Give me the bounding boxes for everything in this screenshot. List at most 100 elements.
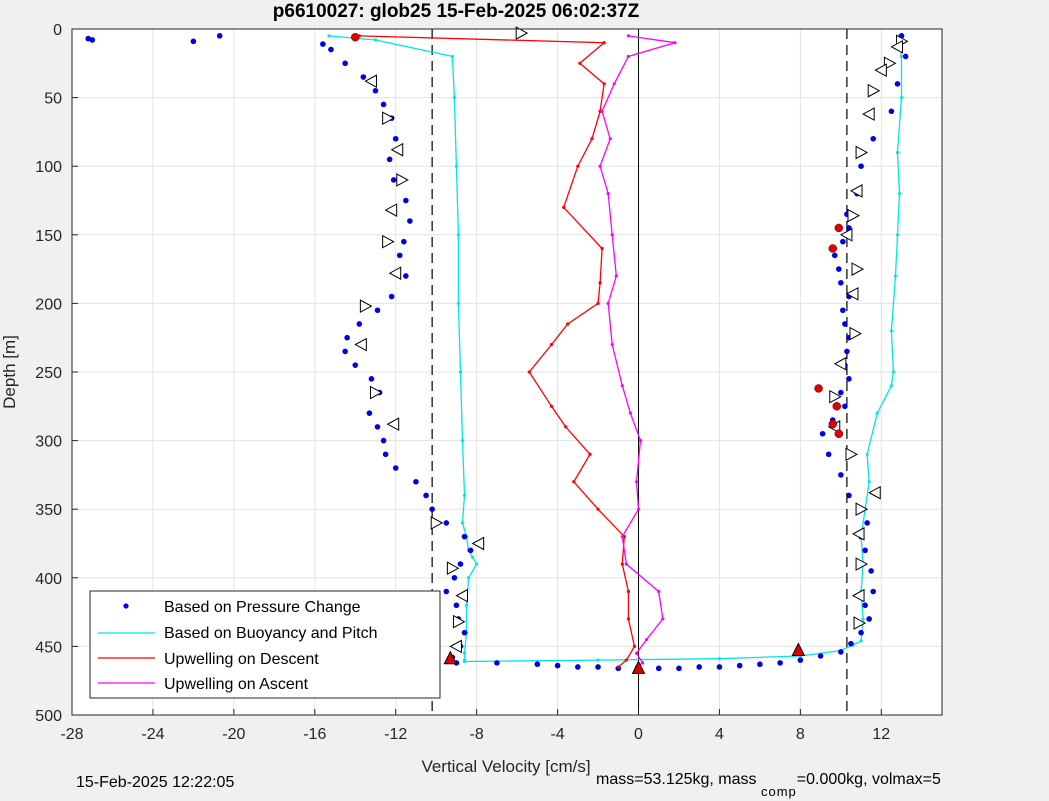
open-triangle-marker bbox=[874, 63, 887, 78]
data-point bbox=[840, 238, 846, 245]
series-point bbox=[891, 370, 896, 374]
legend-label-pressure: Based on Pressure Change bbox=[164, 599, 361, 616]
series-point bbox=[645, 637, 649, 642]
data-point bbox=[403, 273, 409, 279]
data-point bbox=[736, 662, 743, 669]
series-point bbox=[456, 233, 461, 237]
x-tick-label: -20 bbox=[222, 726, 245, 743]
footer-mass-subscript: comp bbox=[760, 784, 797, 799]
series-point bbox=[634, 480, 639, 484]
series-point bbox=[899, 96, 904, 100]
series-point bbox=[717, 657, 722, 661]
series-point bbox=[462, 659, 467, 664]
data-point bbox=[467, 547, 474, 554]
series-point bbox=[598, 281, 602, 285]
series-point bbox=[626, 589, 630, 594]
y-tick-label: 400 bbox=[35, 571, 62, 588]
data-point bbox=[848, 640, 854, 647]
series-point bbox=[895, 150, 900, 155]
open-triangle-marker bbox=[388, 266, 402, 281]
series-point bbox=[867, 480, 871, 484]
data-point bbox=[858, 629, 864, 636]
legend-label-buoyancy: Based on Buoyancy and Pitch bbox=[164, 625, 377, 642]
legend: Based on Pressure Change Based on Buoyan… bbox=[89, 590, 441, 699]
data-point bbox=[342, 348, 348, 355]
series-point bbox=[638, 439, 643, 443]
data-point bbox=[494, 660, 500, 666]
open-triangle-marker bbox=[455, 588, 468, 603]
data-point bbox=[368, 376, 375, 382]
data-point bbox=[190, 38, 197, 45]
series-point bbox=[562, 205, 566, 209]
y-tick-label: 300 bbox=[35, 434, 62, 451]
x-tick-label: -24 bbox=[141, 726, 164, 743]
open-triangle-marker bbox=[386, 417, 400, 431]
data-point bbox=[554, 662, 561, 669]
series-point bbox=[626, 34, 630, 38]
data-point bbox=[676, 665, 682, 672]
red-dot-marker bbox=[814, 384, 823, 393]
data-point bbox=[864, 520, 870, 526]
series-point bbox=[602, 41, 606, 45]
red-dot-marker bbox=[351, 32, 360, 42]
open-triangle-marker bbox=[354, 337, 367, 352]
series-point bbox=[626, 617, 630, 621]
data-point bbox=[842, 403, 848, 410]
markers-layer bbox=[351, 26, 909, 674]
open-triangle-marker bbox=[364, 74, 377, 88]
data-point bbox=[862, 602, 868, 609]
series-point bbox=[889, 329, 894, 333]
x-tick-label: -12 bbox=[384, 726, 407, 743]
red-dot-marker bbox=[834, 429, 844, 438]
y-tick-labels: 0 50 100 150 200 250 300 350 400 450 500 bbox=[35, 22, 78, 725]
series-point bbox=[616, 665, 620, 669]
data-point bbox=[817, 653, 824, 659]
series-point bbox=[466, 576, 471, 580]
data-point bbox=[443, 588, 450, 595]
data-point bbox=[797, 657, 804, 663]
data-point bbox=[443, 520, 450, 526]
series-point bbox=[373, 38, 378, 42]
data-point bbox=[372, 87, 379, 94]
data-point bbox=[858, 163, 864, 169]
open-triangle-marker bbox=[382, 111, 395, 126]
series-point bbox=[606, 192, 610, 196]
data-point bbox=[836, 266, 842, 272]
data-point bbox=[888, 108, 895, 115]
open-triangle-marker bbox=[855, 502, 869, 517]
red-triangle-marker bbox=[791, 642, 806, 657]
series-point bbox=[458, 370, 463, 374]
red-dot-marker bbox=[828, 419, 837, 429]
open-triangle-marker bbox=[384, 203, 398, 217]
data-point bbox=[429, 506, 435, 512]
series-point bbox=[471, 555, 475, 559]
open-triangle-marker bbox=[845, 447, 858, 462]
series-point bbox=[462, 651, 467, 655]
data-point bbox=[846, 376, 852, 382]
series-point bbox=[657, 589, 661, 594]
y-tick-label: 100 bbox=[35, 159, 62, 176]
x-tick-label: -4 bbox=[550, 726, 564, 743]
series-point bbox=[549, 342, 554, 347]
series-point bbox=[889, 384, 894, 388]
series-upwelling-on-descent bbox=[357, 34, 637, 669]
x-tick-label: 12 bbox=[872, 726, 890, 743]
y-tick-label: 350 bbox=[35, 502, 62, 519]
open-triangle-marker bbox=[855, 557, 869, 571]
data-point bbox=[457, 561, 464, 567]
footer-mass-text: mass=53.125kg, mass bbox=[596, 771, 757, 788]
open-triangle-marker bbox=[359, 299, 373, 313]
legend-label-ascent: Upwelling on Ascent bbox=[164, 676, 309, 693]
red-dot-marker bbox=[828, 244, 837, 253]
data-point bbox=[328, 46, 334, 53]
open-triangle-marker bbox=[853, 616, 867, 630]
x-axis-label: Vertical Velocity [cm/s] bbox=[421, 757, 590, 776]
y-tick-label: 50 bbox=[44, 91, 62, 108]
open-triangle-marker bbox=[868, 485, 881, 500]
series-point bbox=[612, 82, 616, 86]
series-point bbox=[456, 301, 461, 305]
data-point bbox=[757, 661, 763, 668]
data-point bbox=[838, 280, 844, 286]
footer-timestamp: 15-Feb-2025 12:22:05 bbox=[76, 774, 235, 791]
